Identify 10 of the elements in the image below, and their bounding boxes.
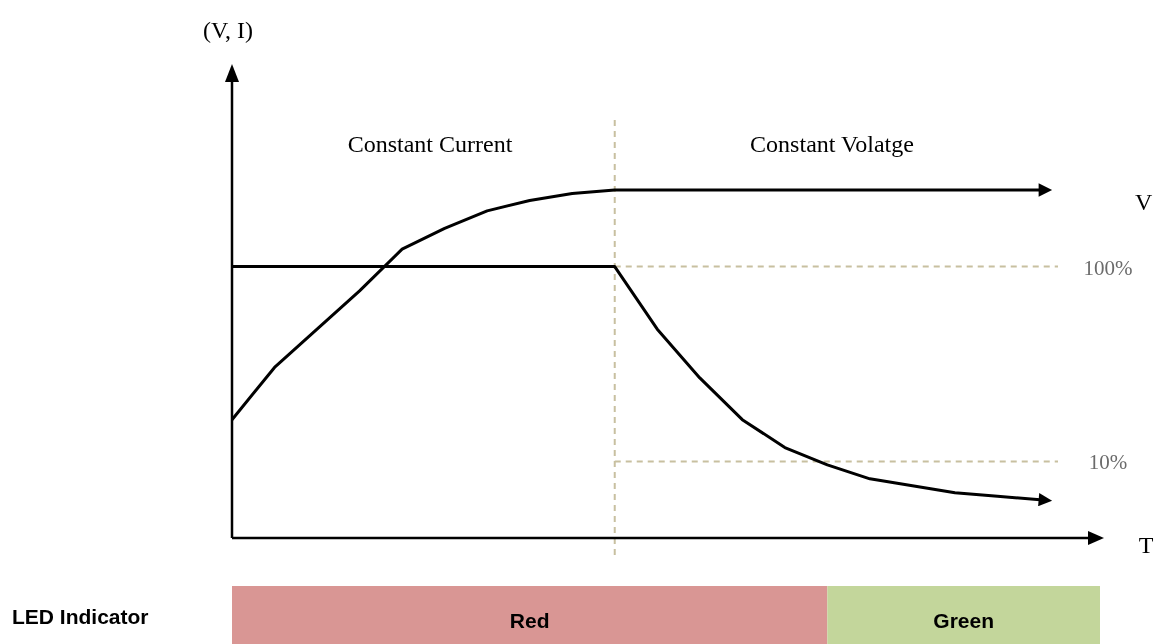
text: Green [933,609,995,632]
text: Red [509,609,550,632]
annotation: 10% [1088,450,1128,475]
text: (V, I) [202,17,254,43]
text: LED Indicator [12,605,149,628]
text: Constant Volatge [750,131,914,157]
annotation: 100% [1083,255,1133,280]
text: V [1135,189,1153,215]
x-axis-title: T [1138,532,1154,558]
text: Constant Current [347,131,513,157]
